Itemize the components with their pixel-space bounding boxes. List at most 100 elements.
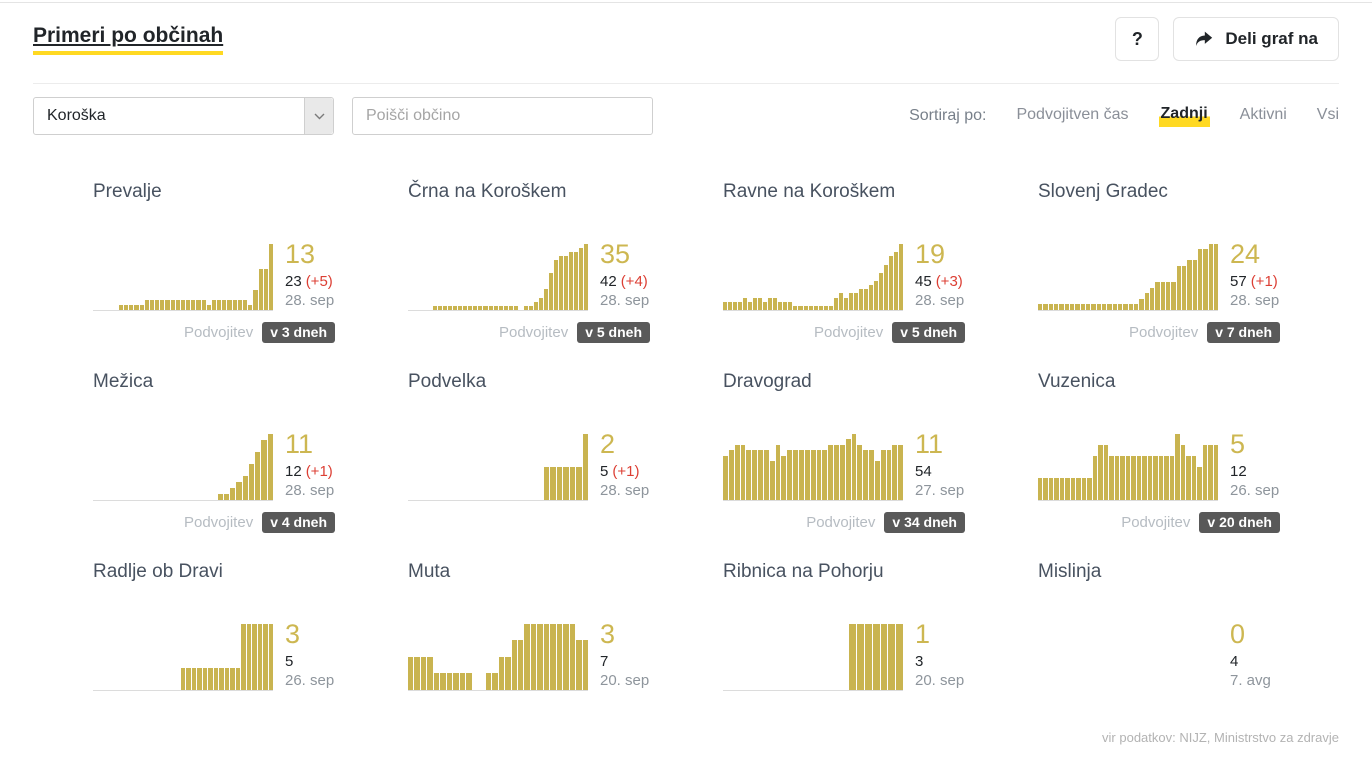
municipality-name: Ravne na Koroškem: [723, 181, 896, 202]
card-main: 0 4 7. avg: [1038, 595, 1280, 691]
bar: [787, 450, 793, 500]
bar: [878, 273, 883, 310]
region-select[interactable]: Koroška: [33, 97, 334, 135]
total-cases-value: 12: [1230, 462, 1247, 480]
bar: [242, 476, 248, 500]
bar: [505, 657, 511, 690]
mini-bar-chart[interactable]: [408, 405, 589, 501]
bar: [769, 461, 775, 500]
share-button[interactable]: Deli graf na: [1173, 17, 1339, 61]
bar: [783, 302, 788, 310]
municipality-card: Vuzenica 5 12 26. sep Podvojitev v 20 dn…: [1038, 371, 1280, 534]
numbers-block: 3 7 20. sep: [600, 595, 649, 691]
search-input[interactable]: [352, 97, 653, 135]
doubling-label: Podvojitev: [183, 514, 254, 531]
bar: [1059, 304, 1064, 310]
bar: [723, 302, 728, 310]
doubling-badge: v 5 dneh: [577, 322, 650, 343]
mini-bar-chart[interactable]: [723, 405, 904, 501]
bar: [252, 624, 257, 690]
bar: [1158, 456, 1164, 500]
doubling-label: Podvojitev: [183, 324, 254, 341]
bar: [257, 624, 263, 690]
mini-bar-chart[interactable]: [1038, 595, 1218, 691]
last-date: 26. sep: [1230, 482, 1280, 500]
doubling-row: Podvojitev v 20 dneh: [1038, 511, 1280, 534]
bar: [235, 668, 241, 690]
mini-bar-chart[interactable]: [723, 215, 904, 311]
total-cases-line: 42 (+4): [600, 273, 649, 292]
active-cases-value: 5: [1230, 428, 1246, 459]
active-cases-value: 2: [600, 428, 616, 459]
mini-bar-chart[interactable]: [1038, 215, 1219, 311]
bar: [1038, 478, 1043, 500]
bar: [236, 482, 242, 500]
bar: [798, 450, 804, 500]
bar: [896, 624, 904, 690]
bar: [219, 668, 224, 690]
bar: [778, 302, 783, 310]
top-divider: [0, 2, 1372, 3]
active-cases-value: 3: [600, 618, 616, 649]
bar: [728, 450, 734, 500]
bar: [414, 657, 420, 690]
doubling-badge: v 5 dneh: [892, 322, 965, 343]
bar: [1176, 266, 1181, 310]
bar: [1065, 478, 1070, 500]
bar: [186, 668, 191, 690]
bar: [1087, 478, 1092, 500]
bar: [478, 306, 483, 310]
numbers-block: 5 12 26. sep: [1230, 405, 1279, 501]
bar: [849, 624, 856, 690]
bar: [170, 300, 175, 310]
bar: [222, 300, 227, 310]
bar: [139, 305, 144, 310]
mini-bar-chart[interactable]: [408, 215, 589, 311]
help-button[interactable]: ?: [1115, 17, 1160, 61]
municipality-card: Prevalje 13 23 (+5) 28. sep Podvojitev v …: [93, 181, 335, 344]
bar: [1038, 304, 1043, 310]
bar: [1109, 456, 1114, 500]
bar: [884, 265, 889, 310]
sort-option[interactable]: Podvojitven čas: [1016, 106, 1129, 123]
bar: [579, 248, 584, 310]
bar: [1070, 478, 1076, 500]
bar: [1180, 445, 1186, 500]
doubling-badge: v 7 dneh: [1207, 322, 1280, 343]
sort-option[interactable]: Aktivni: [1239, 106, 1287, 123]
sort-option[interactable]: Zadnji: [1158, 105, 1210, 127]
bar: [1123, 304, 1128, 310]
mini-bar-chart[interactable]: [723, 595, 904, 691]
bar: [798, 306, 803, 310]
bar: [788, 302, 793, 310]
bar: [828, 445, 834, 500]
card-main: 5 12 26. sep: [1038, 405, 1280, 501]
page-title[interactable]: Primeri po občinah: [33, 24, 224, 55]
bar: [839, 445, 845, 500]
mini-bar-chart[interactable]: [93, 215, 274, 311]
mini-bar-chart[interactable]: [408, 595, 589, 691]
municipality-name: Mežica: [93, 371, 154, 392]
active-cases-value: 11: [285, 428, 314, 459]
bar: [857, 445, 863, 500]
bar: [211, 300, 217, 310]
mini-bar-chart[interactable]: [93, 405, 273, 501]
bar: [180, 300, 186, 310]
bar: [438, 306, 443, 310]
bar: [1053, 304, 1059, 310]
bar: [408, 657, 414, 690]
mini-bar-chart[interactable]: [1038, 405, 1218, 501]
bar: [576, 467, 582, 500]
bar: [458, 306, 463, 310]
card-main: 3 7 20. sep: [408, 595, 650, 691]
bar: [1076, 478, 1081, 500]
doubling-badge: v 20 dneh: [1199, 512, 1280, 533]
last-date: 20. sep: [915, 672, 965, 690]
mini-bar-chart[interactable]: [93, 595, 273, 691]
total-cases-value: 54: [915, 462, 932, 480]
sort-option[interactable]: Vsi: [1316, 106, 1339, 123]
bar: [165, 300, 170, 310]
bar: [427, 657, 433, 690]
bar: [227, 300, 232, 310]
bar: [118, 305, 124, 310]
